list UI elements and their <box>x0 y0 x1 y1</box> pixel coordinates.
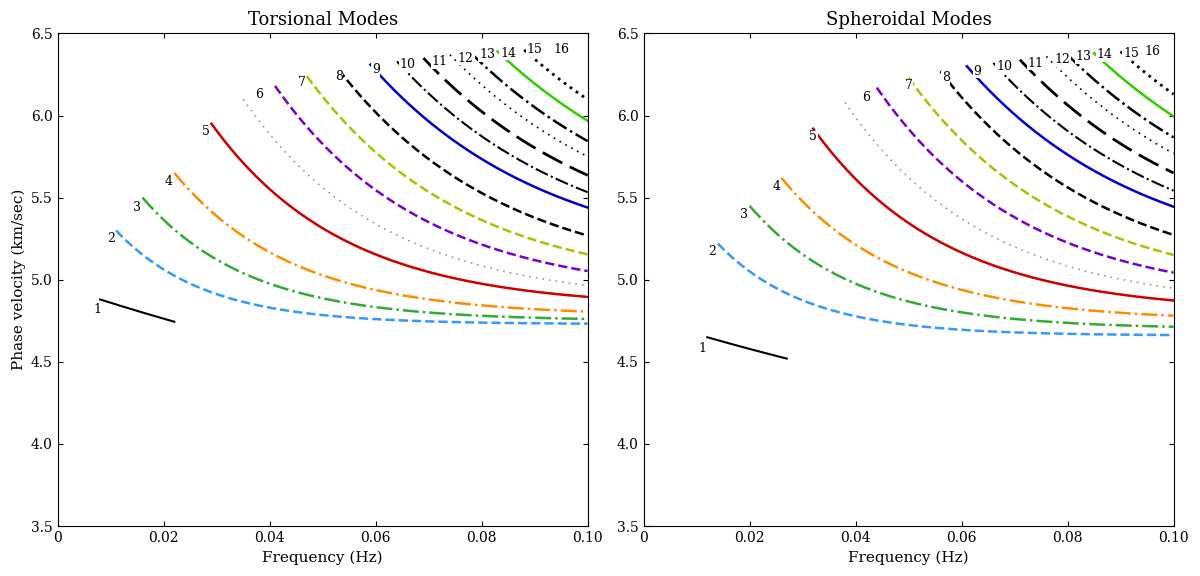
Text: 10: 10 <box>996 60 1012 73</box>
Y-axis label: Phase velocity (km/sec): Phase velocity (km/sec) <box>11 189 25 370</box>
Text: 1: 1 <box>698 342 706 355</box>
Text: 2: 2 <box>107 232 115 245</box>
Text: 7: 7 <box>905 79 912 93</box>
Title: Spheroidal Modes: Spheroidal Modes <box>826 11 991 29</box>
Text: 2: 2 <box>709 245 716 259</box>
Text: 7: 7 <box>298 76 306 89</box>
Text: 3: 3 <box>740 207 749 221</box>
Text: 9: 9 <box>372 63 379 76</box>
Text: 8: 8 <box>942 71 949 84</box>
Text: 1: 1 <box>94 303 102 316</box>
X-axis label: Frequency (Hz): Frequency (Hz) <box>848 551 968 565</box>
Text: 11: 11 <box>431 55 448 68</box>
Text: 9: 9 <box>973 65 982 78</box>
Text: 6: 6 <box>256 88 263 101</box>
Text: 10: 10 <box>400 58 415 71</box>
Text: 11: 11 <box>1027 56 1044 70</box>
Text: 5: 5 <box>203 126 210 138</box>
Text: 4: 4 <box>772 180 780 192</box>
Text: 14: 14 <box>500 47 516 60</box>
Text: 15: 15 <box>1123 47 1139 60</box>
Text: 4: 4 <box>166 175 173 188</box>
Text: 16: 16 <box>1145 45 1160 58</box>
Text: 13: 13 <box>479 48 496 61</box>
Text: 6: 6 <box>863 91 870 104</box>
Text: 8: 8 <box>335 70 343 82</box>
X-axis label: Frequency (Hz): Frequency (Hz) <box>263 551 383 565</box>
Text: 15: 15 <box>527 43 542 56</box>
Text: 14: 14 <box>1097 48 1112 61</box>
Text: 13: 13 <box>1075 50 1092 63</box>
Title: Torsional Modes: Torsional Modes <box>247 11 398 29</box>
Text: 5: 5 <box>809 130 817 143</box>
Text: 16: 16 <box>553 43 569 56</box>
Text: 12: 12 <box>1055 53 1070 66</box>
Text: 3: 3 <box>133 201 142 214</box>
Text: 12: 12 <box>458 52 474 65</box>
